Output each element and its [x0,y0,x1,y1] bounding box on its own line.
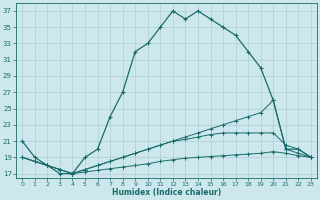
X-axis label: Humidex (Indice chaleur): Humidex (Indice chaleur) [112,188,221,197]
